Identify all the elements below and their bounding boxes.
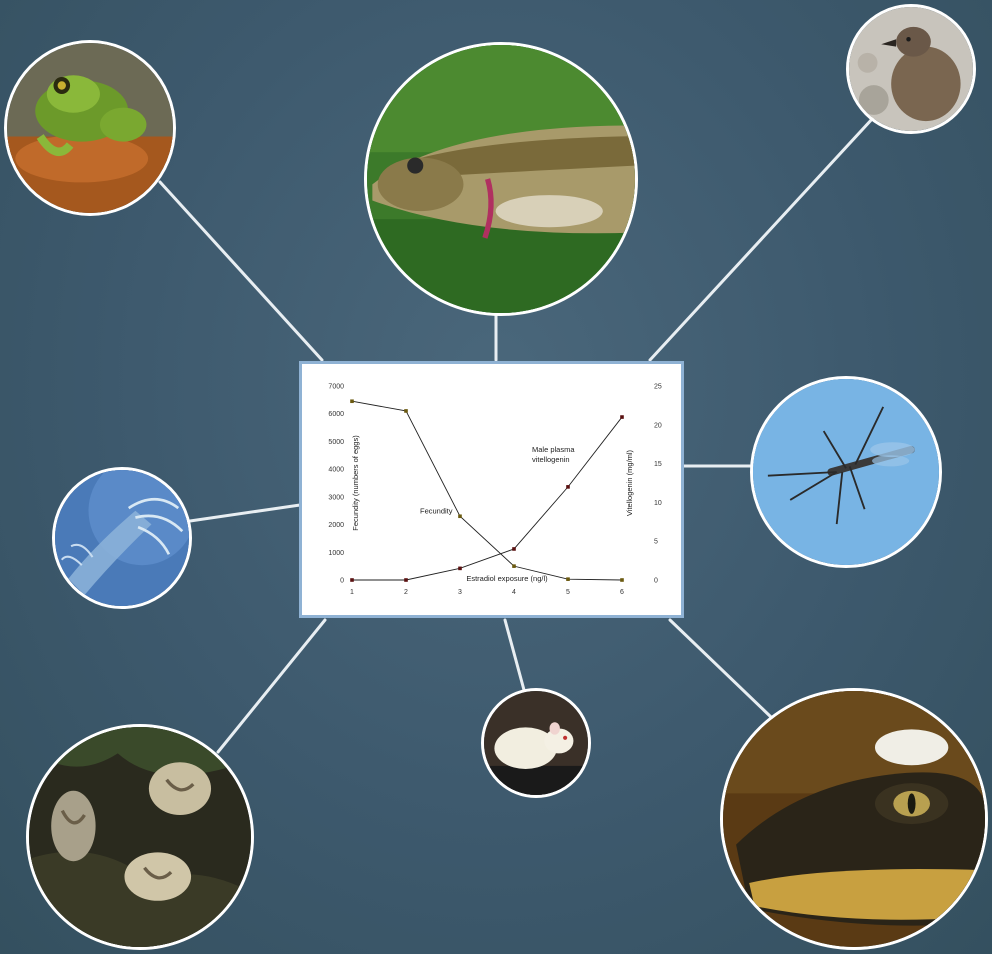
connector-rat xyxy=(503,618,526,692)
chart: 0100020003000400050006000700005101520251… xyxy=(328,384,662,597)
fish-photo xyxy=(364,42,638,316)
mollusc-photo xyxy=(26,724,254,950)
fecundity-point xyxy=(512,564,516,568)
y-left-tick-label: 2000 xyxy=(328,522,344,529)
x-tick-label: 1 xyxy=(350,589,354,596)
crustacean-photo xyxy=(52,467,192,609)
annotation-vitellogenin-line1: Male plasma xyxy=(532,445,575,454)
x-tick-label: 6 xyxy=(620,589,624,596)
y-left-tick-label: 6000 xyxy=(328,411,344,418)
fecundity-point xyxy=(566,577,570,581)
vitellogenin-point xyxy=(404,578,408,582)
y-right-tick-label: 15 xyxy=(654,461,662,468)
y-right-tick-label: 0 xyxy=(654,578,658,585)
y-right-tick-label: 5 xyxy=(654,539,658,546)
x-axis-label: Estradiol exposure (ng/l) xyxy=(466,574,548,583)
connector-alligator xyxy=(668,618,774,720)
x-tick-label: 5 xyxy=(566,589,570,596)
connector-frog xyxy=(158,180,324,362)
fecundity-point xyxy=(404,409,408,413)
rat-photo xyxy=(481,688,591,798)
vitellogenin-point xyxy=(512,547,516,551)
vitellogenin-point xyxy=(620,415,624,419)
x-tick-label: 4 xyxy=(512,589,516,596)
insect-photo xyxy=(750,376,942,568)
connector-mollusc xyxy=(216,618,327,754)
y-left-tick-label: 4000 xyxy=(328,467,344,474)
fecundity-point xyxy=(350,399,354,404)
y-right-tick-label: 25 xyxy=(654,384,662,391)
x-tick-label: 3 xyxy=(458,589,462,596)
vitellogenin-point xyxy=(566,485,570,489)
y-right-tick-label: 20 xyxy=(654,422,662,429)
y-right-tick-label: 10 xyxy=(654,500,662,507)
alligator-photo xyxy=(720,688,988,950)
y-left-tick-label: 7000 xyxy=(328,384,344,391)
y-left-tick-label: 1000 xyxy=(328,550,344,557)
bird-photo xyxy=(846,4,976,134)
series-line-vitellogenin xyxy=(352,416,623,581)
fecundity-point xyxy=(620,578,624,582)
series-line-fecundity xyxy=(351,400,623,581)
annotation-vitellogenin-line2: vitellogenin xyxy=(532,455,570,464)
frog-photo xyxy=(4,40,176,216)
y-left-tick-label: 0 xyxy=(340,578,344,585)
annotation-fecundity: Fecundity xyxy=(420,506,453,515)
y-left-tick-label: 5000 xyxy=(328,439,344,446)
x-tick-label: 2 xyxy=(404,589,408,596)
connector-crustacean xyxy=(188,503,302,523)
chart-panel: 0 1000 2000 3000 4000 5000 6000 7000 0 5 10 15 20 25 1… xyxy=(299,361,684,618)
vitellogenin-point xyxy=(458,566,462,571)
vitellogenin-point xyxy=(350,578,354,582)
fecundity-point xyxy=(458,514,462,519)
y-right-axis-label: Vitellogenin (mg/ml) xyxy=(625,449,634,516)
connector-bird xyxy=(648,116,875,362)
y-left-tick-label: 3000 xyxy=(328,494,344,501)
y-left-axis-label: Fecundity (numbers of eggs) xyxy=(351,435,360,531)
